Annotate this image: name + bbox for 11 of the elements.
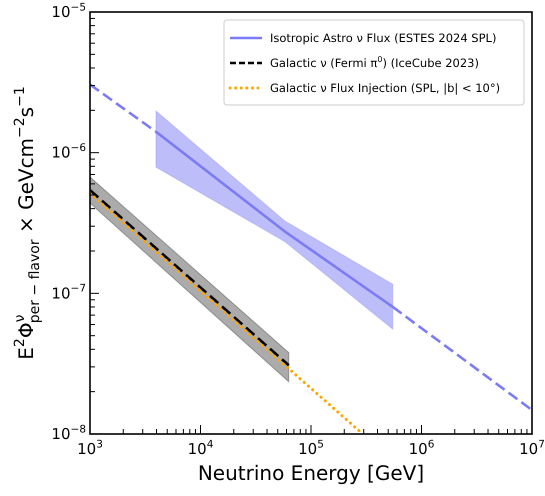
x-tick-label: 10$^{6}$	[408, 438, 435, 458]
legend-label: Isotropic Astro ν Flux (ESTES 2024 SPL)	[270, 31, 496, 45]
y-tick-label: 10$^{−7}$	[51, 282, 86, 302]
x-tick-label: 10$^{7}$	[519, 438, 545, 458]
y-tick-label: 10$^{−6}$	[51, 142, 86, 162]
x-tick-label: 10$^{5}$	[298, 438, 324, 458]
x-tick-label: 10$^{4}$	[188, 438, 214, 458]
legend-label: Galactic ν (Fermi π$^{0}$) (IceCube 2023)	[270, 54, 479, 70]
legend-label: Galactic ν Flux Injection (SPL, |b| < 10°)	[270, 81, 500, 95]
x-axis-title: Neutrino Energy [GeV]	[198, 461, 424, 485]
y-tick-label: 10$^{−5}$	[51, 1, 86, 21]
